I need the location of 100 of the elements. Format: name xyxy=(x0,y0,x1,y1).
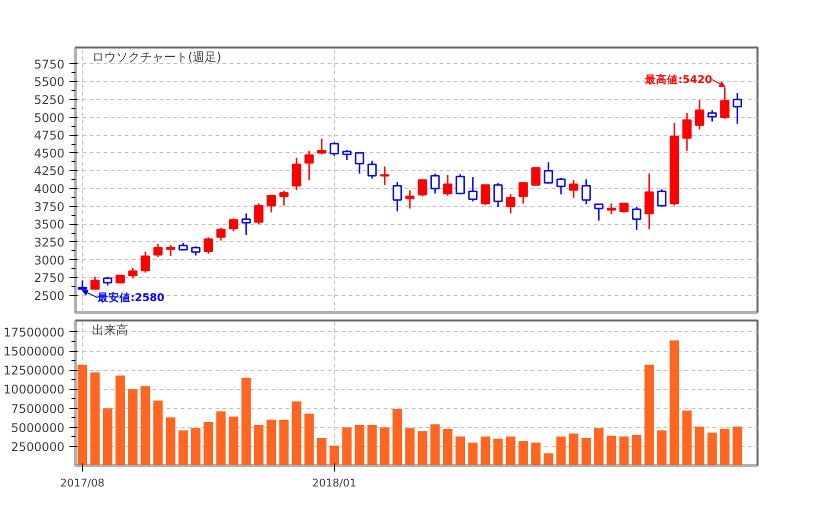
y-tick-label: 5500 xyxy=(34,75,65,90)
bar xyxy=(720,428,730,466)
bar xyxy=(102,408,112,466)
bar xyxy=(405,428,415,466)
candlestick xyxy=(354,152,364,174)
candlestick xyxy=(732,92,742,124)
candlestick xyxy=(216,226,226,242)
y-tick-label: 3500 xyxy=(34,218,65,232)
bar xyxy=(657,430,667,466)
text: ロウソクチャート(週足) xyxy=(92,49,222,66)
candlestick xyxy=(694,99,704,130)
bar xyxy=(468,442,478,466)
y-tick-label: 3000 xyxy=(34,253,65,268)
candlestick xyxy=(90,276,100,290)
bar xyxy=(140,386,150,466)
candlestick xyxy=(708,109,717,122)
candlestick xyxy=(392,181,402,212)
candlestick xyxy=(493,182,503,208)
candlestick xyxy=(330,141,339,157)
y-tick-label: 17500000 xyxy=(3,325,64,340)
bar xyxy=(594,428,604,466)
candlestick xyxy=(518,182,528,204)
candlestick xyxy=(140,250,150,274)
bar xyxy=(392,409,402,466)
candlestick xyxy=(544,161,554,184)
candlestick xyxy=(632,206,642,231)
bar xyxy=(367,425,377,466)
bar xyxy=(480,436,490,466)
y-tick-label: 2500000 xyxy=(11,440,65,454)
y-tick-label: 2750 xyxy=(34,271,65,286)
candlestick xyxy=(242,212,251,236)
y-tick-label: 5250 xyxy=(34,93,65,108)
candlestick xyxy=(531,167,540,186)
y-tick-label: 10000000 xyxy=(3,382,64,397)
candlestick xyxy=(657,188,666,208)
candlestick xyxy=(367,160,377,180)
bar xyxy=(191,428,200,466)
candlestick xyxy=(606,202,616,215)
y-tick-label: 3750 xyxy=(34,200,65,214)
candlestick xyxy=(304,150,314,181)
candlestick xyxy=(153,243,163,258)
bar xyxy=(266,420,276,466)
bar xyxy=(531,442,541,466)
y-tick-label: 5000000 xyxy=(11,420,65,435)
bar xyxy=(342,427,352,466)
y-tick-label: 3250 xyxy=(34,235,65,250)
y-tick-label: 15000000 xyxy=(3,344,64,359)
candlestick xyxy=(254,202,264,225)
candlestick xyxy=(682,112,692,152)
candlestick xyxy=(418,178,428,198)
candlestick xyxy=(556,177,566,195)
candlestick xyxy=(342,149,352,161)
candlestick xyxy=(644,172,654,230)
bar xyxy=(354,425,364,466)
y-tick-label: 4250 xyxy=(34,164,65,178)
y-tick-label: 12500000 xyxy=(3,364,64,378)
bar xyxy=(632,434,642,466)
candlestick xyxy=(279,190,289,206)
bar xyxy=(707,432,717,466)
candlestick xyxy=(582,178,591,205)
bar xyxy=(732,426,742,466)
x-tick-label: 2018/01 xyxy=(312,476,356,490)
annotation: 最高値:5420 xyxy=(644,73,712,86)
bar xyxy=(279,420,289,466)
bar xyxy=(216,411,226,466)
bar xyxy=(506,436,516,466)
bar xyxy=(694,426,704,466)
candlestick xyxy=(204,236,214,254)
bar xyxy=(418,431,428,466)
candlestick xyxy=(468,176,478,202)
bar xyxy=(228,416,238,466)
bar xyxy=(581,438,591,466)
y-tick-label: 5750 xyxy=(34,57,65,72)
candlestick xyxy=(480,184,490,206)
bar xyxy=(430,424,440,466)
candlestick xyxy=(594,203,604,222)
candlestick xyxy=(166,244,176,257)
bar xyxy=(606,436,616,466)
bar xyxy=(166,417,176,466)
bar xyxy=(644,364,654,466)
y-tick-label: 4500 xyxy=(34,146,65,160)
bar xyxy=(544,453,554,466)
candlestick xyxy=(191,246,200,256)
x-tick-label: 2017/08 xyxy=(60,476,105,490)
bar xyxy=(442,428,452,466)
bar xyxy=(619,436,629,466)
bar xyxy=(204,422,214,466)
candlestick xyxy=(228,218,238,232)
bar xyxy=(292,401,302,466)
bar xyxy=(128,389,138,466)
candlestick xyxy=(266,194,276,214)
bar xyxy=(153,400,163,466)
candlestick xyxy=(317,138,326,156)
bar xyxy=(556,436,566,466)
bar xyxy=(380,427,390,466)
text: 出来高 xyxy=(92,322,128,339)
bar xyxy=(317,438,326,466)
candlestick xyxy=(443,174,452,196)
annotation: 最安値:2580 xyxy=(96,291,164,304)
y-tick-label: 7500000 xyxy=(11,402,65,416)
